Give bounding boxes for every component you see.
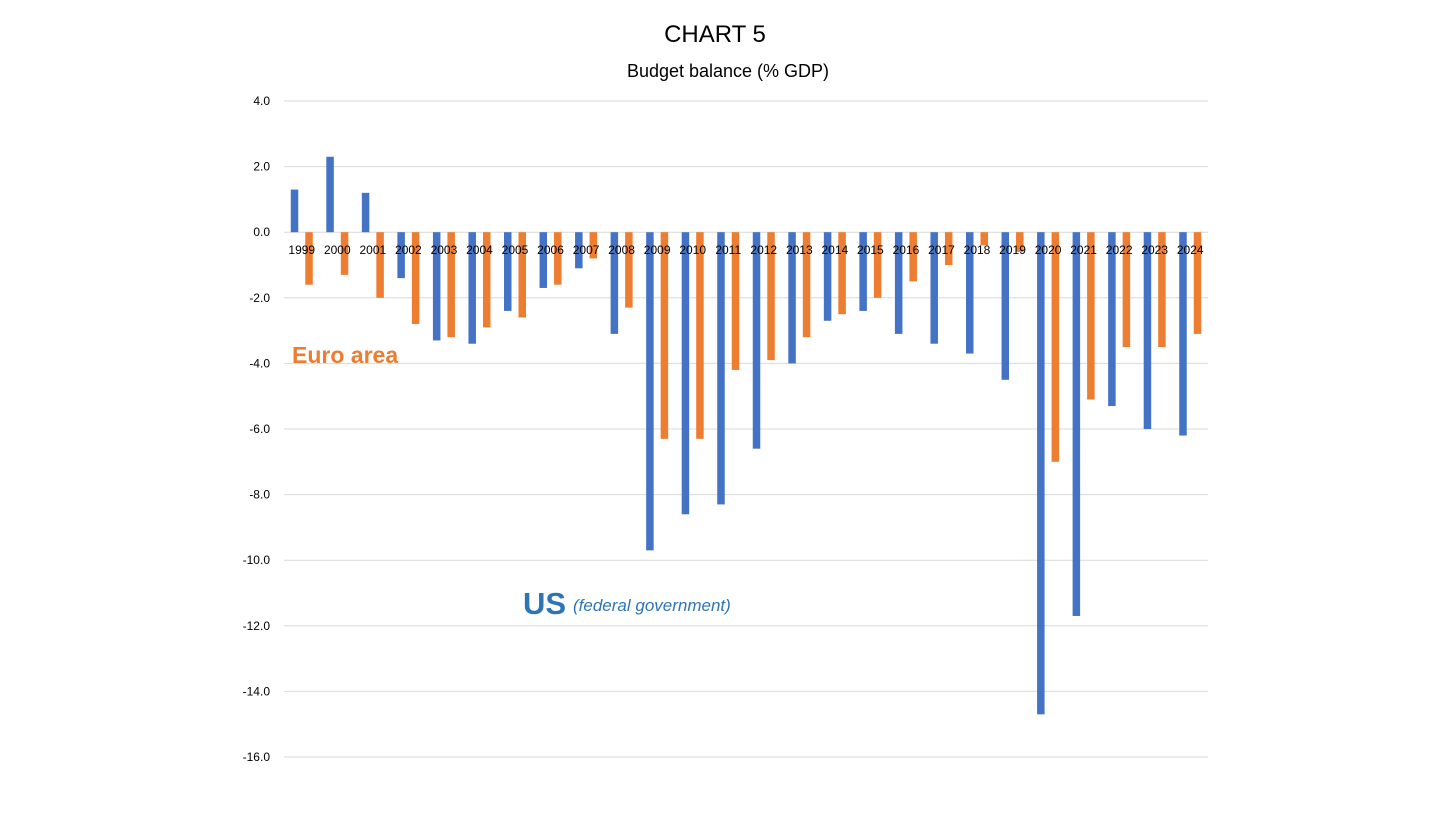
euro-area-bar-2000 xyxy=(340,232,349,275)
x-axis-category-labels: 1999 2000 2001 2002 2003 2004 2005 2006 2007 2008… xyxy=(288,243,1203,257)
us-bar-2024 xyxy=(1179,232,1187,436)
euro-area-bar-2008 xyxy=(625,232,633,308)
y-tick-label: -10.0 xyxy=(243,553,271,567)
y-tick-label: 4.0 xyxy=(253,94,270,108)
us-bar-2012 xyxy=(752,232,761,449)
us-bar-2008 xyxy=(610,232,619,334)
x-category-label: 1999 xyxy=(288,243,315,257)
euro-area-bar-2021 xyxy=(1087,232,1095,400)
euro-area-bar-2020 xyxy=(1051,232,1060,462)
euro-area-bar-2012 xyxy=(767,232,775,361)
us-bar-2017 xyxy=(930,232,938,344)
us-bar-2021 xyxy=(1072,232,1081,616)
chart-title: CHART 5 xyxy=(664,21,766,48)
euro-area-bar-2013 xyxy=(802,232,811,338)
x-category-label: 2001 xyxy=(359,243,386,257)
x-category-label: 2009 xyxy=(644,243,671,257)
y-tick-label: -6.0 xyxy=(249,422,270,436)
euro-area-bar-2023 xyxy=(1158,232,1166,347)
us-bar-2003 xyxy=(432,232,441,341)
us-bar-2009 xyxy=(646,232,654,551)
us-bar-2015 xyxy=(859,232,867,311)
us-bar-2019 xyxy=(1001,232,1010,380)
x-category-label: 2004 xyxy=(466,243,493,257)
euro-area-bar-2011 xyxy=(731,232,740,370)
us-bar-2001 xyxy=(361,192,370,233)
euro-area-bar-2007 xyxy=(589,232,598,259)
euro-area-bar-2014 xyxy=(838,232,846,315)
y-tick-label: -2.0 xyxy=(249,291,270,305)
euro-area-bar-2002 xyxy=(411,232,420,325)
euro-area-bar-2010 xyxy=(696,232,704,439)
euro-area-bar-2015 xyxy=(873,232,882,298)
us-bar-2006 xyxy=(539,232,548,288)
us-bar-2023 xyxy=(1143,232,1152,429)
us-bar-1999 xyxy=(290,189,299,233)
x-category-label: 2022 xyxy=(1106,243,1133,257)
y-tick-label: -12.0 xyxy=(243,619,271,633)
bars xyxy=(290,156,1202,715)
x-category-label: 2000 xyxy=(324,243,351,257)
us-bar-2016 xyxy=(894,232,903,334)
us-bar-2007 xyxy=(575,232,583,269)
x-category-label: 2007 xyxy=(573,243,600,257)
euro-area-series-label: Euro area xyxy=(292,342,398,368)
euro-area-bar-2016 xyxy=(909,232,917,282)
x-category-label: 2003 xyxy=(431,243,458,257)
gridlines xyxy=(284,100,1208,758)
us-bar-2013 xyxy=(788,232,796,364)
y-axis-ticks: 4.0 2.0 0.0 -2.0 -4.0 -6.0 -8.0 -10.0 -12.0 -14.0… xyxy=(243,94,271,764)
us-bar-2011 xyxy=(717,232,725,505)
y-tick-label: 2.0 xyxy=(253,160,270,174)
x-category-label: 2015 xyxy=(857,243,884,257)
y-tick-label: -4.0 xyxy=(249,356,270,370)
us-series-label: US xyxy=(523,586,566,621)
us-bar-2004 xyxy=(468,232,476,344)
us-bar-2018 xyxy=(966,232,974,354)
euro-area-bar-2024 xyxy=(1193,232,1202,334)
x-category-label: 2006 xyxy=(537,243,564,257)
euro-area-bar-2017 xyxy=(944,232,953,265)
us-bar-2002 xyxy=(397,232,405,279)
us-bar-2022 xyxy=(1108,232,1116,407)
x-category-label: 2008 xyxy=(608,243,635,257)
x-category-label: 2017 xyxy=(928,243,955,257)
x-category-label: 2012 xyxy=(750,243,777,257)
euro-area-bar-2006 xyxy=(554,232,562,285)
euro-area-bar-2022 xyxy=(1122,232,1131,347)
chart-subtitle: Budget balance (% GDP) xyxy=(627,61,829,81)
x-category-label: 2005 xyxy=(502,243,529,257)
us-bar-2005 xyxy=(504,232,512,311)
euro-area-bar-2005 xyxy=(518,232,526,318)
x-category-label: 2023 xyxy=(1141,243,1168,257)
us-series-sublabel: (federal government) xyxy=(573,596,731,615)
x-category-label: 2021 xyxy=(1070,243,1097,257)
x-category-label: 2024 xyxy=(1177,243,1204,257)
euro-area-bar-2009 xyxy=(660,232,669,439)
y-tick-label: -16.0 xyxy=(243,750,271,764)
x-category-label: 2013 xyxy=(786,243,813,257)
x-category-label: 2016 xyxy=(893,243,920,257)
x-category-label: 2019 xyxy=(999,243,1026,257)
y-tick-label: -8.0 xyxy=(249,488,270,502)
us-bar-2020 xyxy=(1037,232,1045,715)
us-bar-2014 xyxy=(823,232,832,321)
euro-area-bar-2003 xyxy=(447,232,455,338)
x-category-label: 2002 xyxy=(395,243,422,257)
euro-area-bar-1999 xyxy=(305,232,313,285)
y-tick-label: -14.0 xyxy=(243,684,271,698)
x-category-label: 2020 xyxy=(1035,243,1062,257)
euro-area-bar-2019 xyxy=(1016,232,1024,252)
euro-area-bar-2004 xyxy=(482,232,491,328)
x-category-label: 2018 xyxy=(964,243,991,257)
x-category-label: 2011 xyxy=(715,243,741,257)
us-bar-2000 xyxy=(326,156,334,233)
x-category-label: 2010 xyxy=(679,243,706,257)
x-category-label: 2014 xyxy=(821,243,848,257)
y-tick-label: 0.0 xyxy=(253,225,270,239)
euro-area-bar-2001 xyxy=(376,232,384,298)
us-bar-2010 xyxy=(681,232,690,515)
euro-area-bar-2018 xyxy=(980,232,988,246)
